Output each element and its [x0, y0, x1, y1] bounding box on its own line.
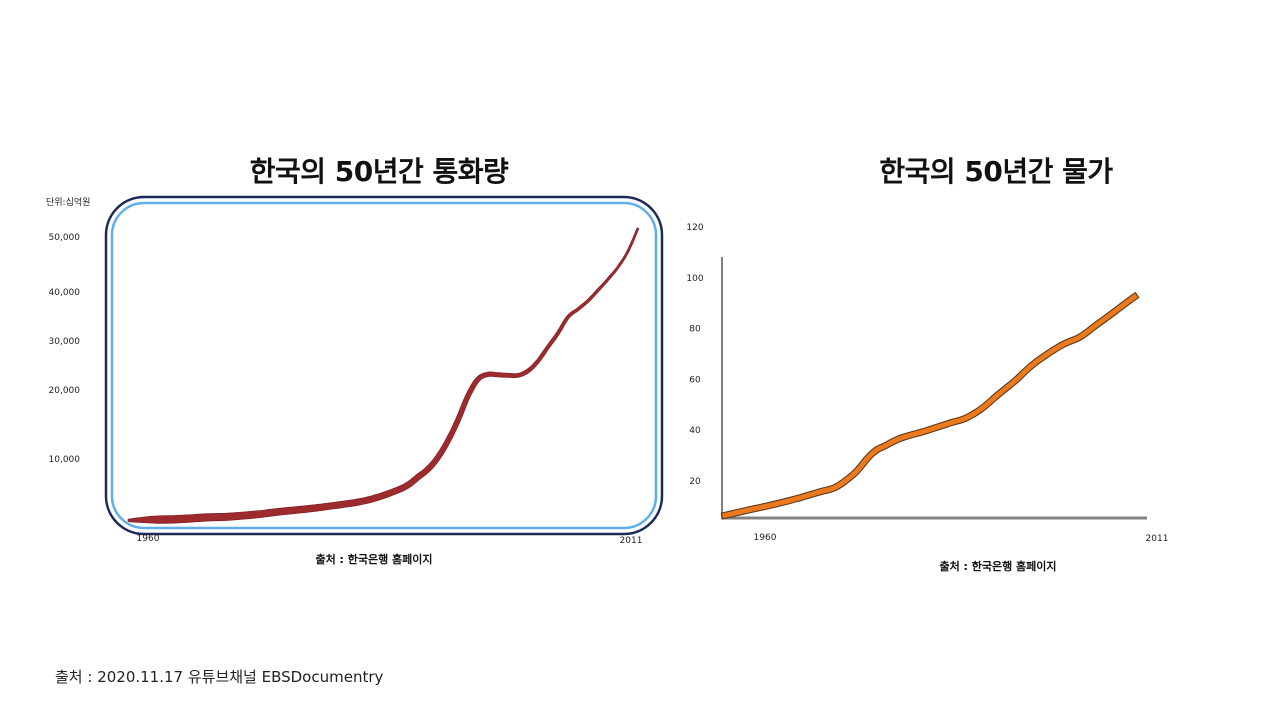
- chart-frame-outer: [104, 195, 664, 536]
- x-tick-label: 2011: [1146, 534, 1169, 544]
- price-line: [720, 292, 1140, 520]
- price-chart: 120 100 80 60 40 20 1960 2011: [686, 223, 1168, 544]
- y-tick-label: 50,000: [49, 233, 81, 243]
- money-supply-unit-label: 단위:십억원: [46, 198, 91, 208]
- price-source: 출처 : 한국은행 홈페이지: [939, 560, 1057, 573]
- x-tick-label: 1960: [754, 533, 777, 543]
- money-supply-line: [127, 227, 640, 524]
- price-chart-title: 한국의 50년간 물가: [879, 155, 1113, 188]
- money-supply-source: 출처 : 한국은행 홈페이지: [315, 553, 433, 566]
- price-marks: 120 100 80 60 40 20 1960 2011: [686, 223, 1168, 544]
- y-tick-label: 20,000: [49, 386, 81, 396]
- y-tick-label: 60: [689, 375, 701, 385]
- money-supply-marks: 50,000 40,000 30,000 20,000 10,000 1960 2011: [49, 227, 643, 546]
- y-tick-label: 30,000: [49, 337, 81, 347]
- y-tick-label: 10,000: [49, 455, 81, 465]
- y-tick-label: 80: [689, 325, 701, 335]
- y-tick-label: 100: [686, 274, 703, 284]
- y-tick-label: 40,000: [49, 288, 81, 298]
- y-tick-label: 20: [689, 477, 701, 487]
- money-supply-chart-title: 한국의 50년간 통화량: [249, 155, 509, 188]
- x-tick-label: 2011: [620, 536, 643, 546]
- y-tick-label: 120: [686, 223, 703, 233]
- y-tick-label: 40: [689, 426, 701, 436]
- x-tick-label: 1960: [137, 534, 160, 544]
- slide-footer-source: 출처 : 2020.11.17 유튜브채널 EBSDocumentry: [55, 668, 384, 686]
- money-supply-chart: 50,000 40,000 30,000 20,000 10,000 1960 2011: [49, 195, 664, 546]
- chart-frame-inner: [110, 201, 658, 530]
